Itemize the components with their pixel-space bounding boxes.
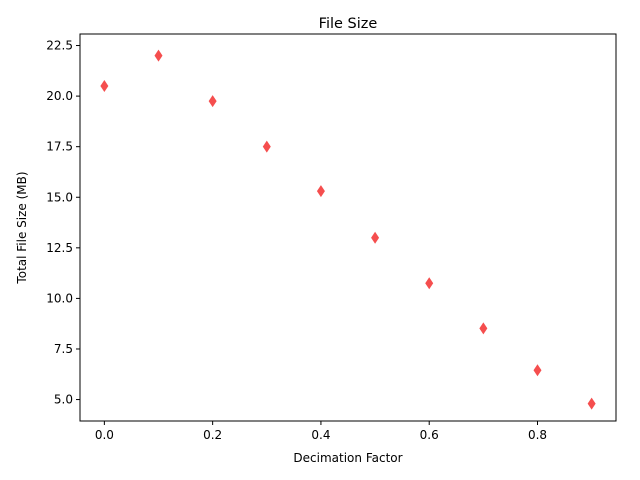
data-point — [371, 231, 380, 244]
data-point — [587, 397, 596, 410]
y-tick-label: 12.5 — [46, 241, 73, 255]
data-point — [208, 95, 217, 108]
y-tick-label: 20.0 — [46, 89, 73, 103]
chart-title: File Size — [319, 16, 378, 32]
data-point — [316, 185, 325, 198]
x-tick-label: 0.6 — [420, 428, 439, 442]
y-axis-label: Total File Size (MB) — [15, 171, 29, 284]
data-point — [533, 364, 542, 377]
y-tick-label: 10.0 — [46, 291, 73, 305]
x-tick-label: 0.4 — [311, 428, 330, 442]
y-tick-label: 15.0 — [46, 190, 73, 204]
data-point — [100, 79, 109, 92]
x-tick-label: 0.0 — [95, 428, 114, 442]
plot-area-frame — [79, 33, 617, 422]
x-tick-label: 0.8 — [528, 428, 547, 442]
y-tick-label: 5.0 — [54, 393, 73, 407]
y-tick-label: 22.5 — [46, 39, 73, 53]
y-tick-label: 17.5 — [46, 140, 73, 154]
x-tick-label: 0.2 — [203, 428, 222, 442]
y-tick-label: 7.5 — [54, 342, 73, 356]
x-axis-label: Decimation Factor — [293, 451, 402, 465]
data-point — [425, 277, 434, 290]
data-point — [154, 49, 163, 62]
data-point — [479, 322, 488, 335]
x-axis-ticks: 0.0 0.2 0.4 0.6 0.8 — [95, 421, 547, 442]
y-axis-ticks: 5.0 7.5 10.0 12.5 15.0 17.5 20.0 22.5 — [46, 39, 80, 407]
data-points — [100, 49, 596, 410]
data-point — [262, 140, 271, 153]
